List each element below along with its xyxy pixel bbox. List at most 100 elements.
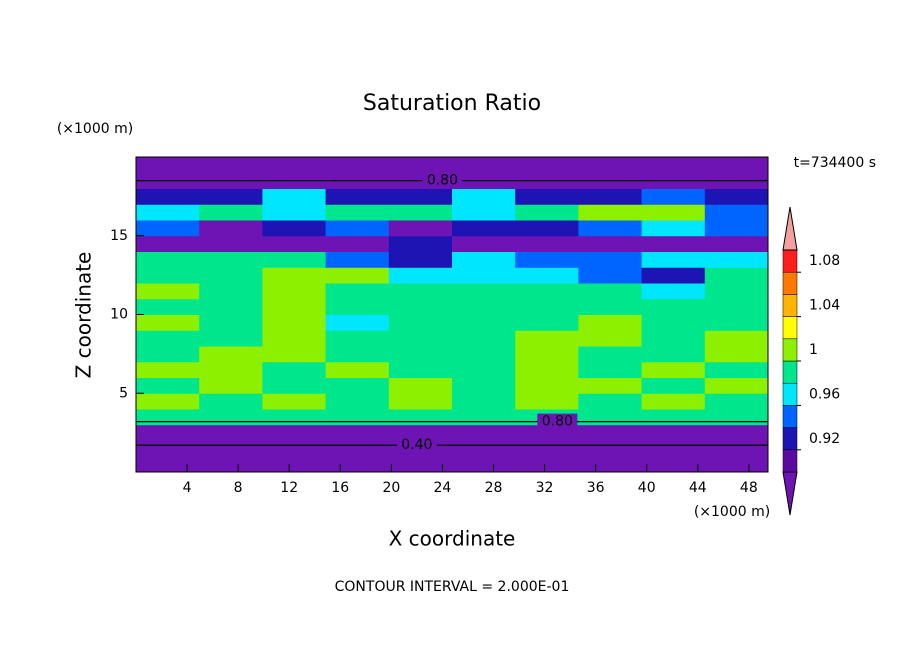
- field-cell: [262, 393, 327, 410]
- field-cell: [262, 298, 327, 315]
- field-cell: [578, 220, 643, 237]
- field-cell: [388, 235, 453, 252]
- field-cell: [262, 346, 327, 363]
- colorbar-band: [782, 449, 798, 473]
- colorbar-tick-label: 0.92: [809, 431, 840, 447]
- colorbar-band: [782, 338, 798, 362]
- field-cell: [452, 267, 516, 284]
- field-cell: [452, 346, 516, 363]
- y-tick-label: 15: [110, 228, 128, 244]
- field-cell: [452, 330, 516, 347]
- field-cell: [578, 157, 643, 174]
- field-cell: [199, 220, 263, 237]
- field-cell: [388, 456, 453, 473]
- field-cell: [515, 251, 579, 268]
- field-cell: [515, 220, 579, 237]
- field-cell: [262, 377, 327, 394]
- colorbar-tick-label: 0.96: [809, 386, 840, 402]
- field-cell: [641, 235, 706, 252]
- field-cell: [136, 188, 200, 205]
- field-cell: [704, 409, 769, 426]
- field-cell: [515, 330, 579, 347]
- field-cell: [199, 314, 263, 331]
- field-cell: [578, 267, 643, 284]
- colorbar-tick-label: 1.04: [809, 298, 840, 314]
- field-cell: [515, 157, 579, 174]
- field-cell: [641, 409, 706, 426]
- field-cell: [325, 267, 390, 284]
- colorbar-band: [782, 249, 798, 273]
- field-cell: [136, 220, 200, 237]
- field-cell: [578, 314, 643, 331]
- field-cell: [704, 314, 769, 331]
- field-cell: [199, 440, 263, 457]
- colorbar-band: [782, 427, 798, 451]
- x-tick-label: 28: [485, 480, 503, 496]
- field-cell: [262, 220, 327, 237]
- field-cell: [578, 298, 643, 315]
- field-cell: [199, 188, 263, 205]
- field-cell: [388, 314, 453, 331]
- field-cell: [136, 409, 200, 426]
- x-axis-label: X coordinate: [389, 527, 516, 551]
- field-cell: [578, 251, 643, 268]
- colorbar-band: [782, 316, 798, 340]
- field-cell: [704, 220, 769, 237]
- field-cell: [199, 267, 263, 284]
- x-tick-label: 44: [689, 480, 707, 496]
- field-cell: [641, 157, 706, 174]
- field-cell: [388, 424, 453, 441]
- field-cell: [515, 267, 579, 284]
- time-label: t=734400 s: [794, 155, 876, 171]
- field-cell: [641, 267, 706, 284]
- field-cell: [325, 298, 390, 315]
- field-cell: [515, 377, 579, 394]
- field-cell: [452, 424, 516, 441]
- field-cell: [578, 283, 643, 300]
- field-cell: [388, 204, 453, 221]
- field-cell: [641, 361, 706, 378]
- field-cell: [199, 393, 263, 410]
- field-cell: [388, 377, 453, 394]
- field-cell: [452, 298, 516, 315]
- field-cell: [262, 361, 327, 378]
- field-cell: [388, 393, 453, 410]
- field-cell: [199, 424, 263, 441]
- field-cell: [704, 361, 769, 378]
- colorbar-band: [782, 360, 798, 384]
- field-cell: [325, 456, 390, 473]
- x-tick-label: 32: [536, 480, 554, 496]
- field-cell: [641, 440, 706, 457]
- field-cell: [452, 235, 516, 252]
- field-cell: [136, 157, 200, 174]
- field-cell: [452, 440, 516, 457]
- field-cell: [452, 251, 516, 268]
- field-cell: [325, 377, 390, 394]
- field-cell: [578, 188, 643, 205]
- field-cell: [325, 314, 390, 331]
- field-cell: [136, 283, 200, 300]
- field-cell: [515, 283, 579, 300]
- field-cell: [452, 409, 516, 426]
- field-cell: [325, 409, 390, 426]
- contour-label: 0.40: [401, 437, 432, 453]
- field-cell: [704, 283, 769, 300]
- field-cell: [199, 204, 263, 221]
- x-tick-label: 36: [587, 480, 605, 496]
- field-cell: [325, 188, 390, 205]
- field-cell: [136, 251, 200, 268]
- field-cell: [388, 267, 453, 284]
- field-cell: [199, 330, 263, 347]
- field-cell: [136, 361, 200, 378]
- field-cell: [136, 314, 200, 331]
- contour-label: 0.80: [427, 173, 458, 189]
- field-cell: [515, 393, 579, 410]
- field-cell: [704, 346, 769, 363]
- field-cell: [704, 393, 769, 410]
- field-cell: [452, 220, 516, 237]
- field-cell: [325, 330, 390, 347]
- field-cell: [388, 409, 453, 426]
- field-cell: [262, 204, 327, 221]
- field-cell: [262, 235, 327, 252]
- field-cell: [262, 267, 327, 284]
